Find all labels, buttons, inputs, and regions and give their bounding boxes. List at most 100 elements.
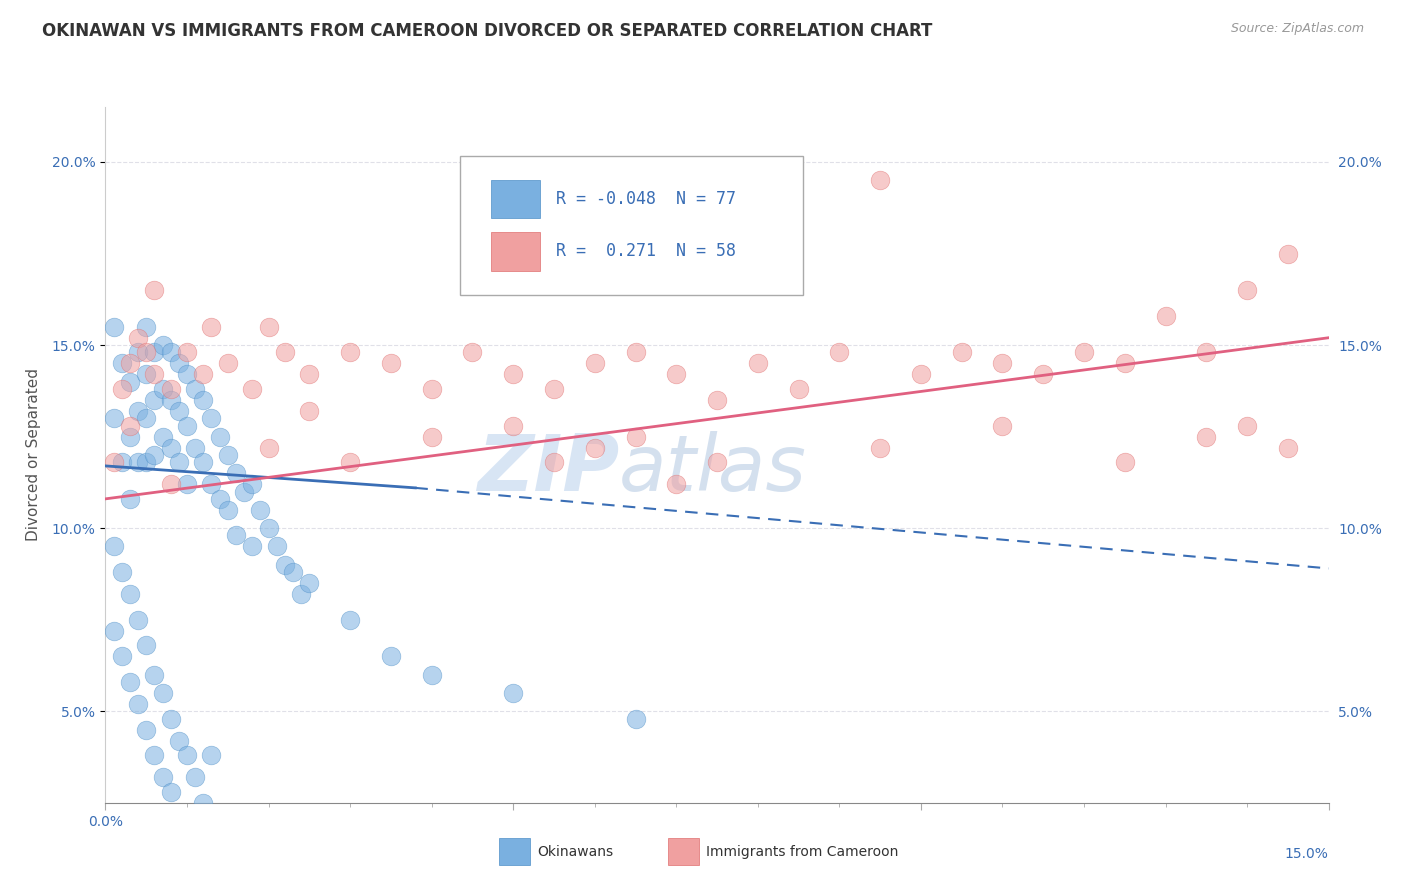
Point (111, 565, 134, 579)
Point (135, 455, 157, 469)
Point (910, 368, 932, 382)
Point (225, 467, 247, 481)
Point (502, 368, 524, 382)
Point (152, 686, 174, 700)
Point (193, 796, 215, 810)
Point (135, 368, 157, 382)
Point (127, 697, 149, 711)
Point (208, 429, 231, 443)
Point (143, 283, 166, 297)
Point (339, 613, 361, 627)
Point (143, 368, 166, 382)
Point (420, 382, 443, 396)
Point (159, 392, 181, 407)
Point (111, 356, 134, 370)
Point (200, 319, 222, 334)
Point (240, 540, 263, 554)
Point (143, 667, 166, 681)
Point (159, 785, 181, 799)
Point (127, 404, 149, 418)
Point (111, 455, 134, 469)
Point (257, 319, 280, 334)
Point (143, 392, 166, 407)
Point (167, 356, 190, 370)
Point (1154, 309, 1177, 323)
Point (159, 712, 181, 726)
Point (200, 748, 222, 763)
Point (950, 345, 973, 359)
Point (152, 770, 174, 784)
Point (127, 613, 149, 627)
Point (135, 723, 157, 737)
Point (152, 338, 174, 352)
Point (159, 477, 181, 491)
Point (103, 319, 125, 334)
Point (665, 368, 688, 382)
Point (217, 503, 239, 517)
Point (339, 345, 361, 359)
Point (208, 491, 231, 506)
Point (298, 404, 321, 418)
Point (118, 587, 141, 601)
Point (1277, 246, 1299, 260)
Point (135, 345, 157, 359)
Point (1073, 345, 1095, 359)
Point (118, 418, 141, 433)
Point (127, 455, 149, 469)
Point (184, 382, 207, 396)
Point (103, 411, 125, 425)
Point (240, 382, 263, 396)
Point (167, 404, 190, 418)
Point (1277, 441, 1299, 455)
Point (176, 345, 198, 359)
Point (420, 667, 443, 681)
Text: 15.0%: 15.0% (1285, 847, 1329, 861)
Point (217, 356, 239, 370)
Text: R = -0.048  N = 77: R = -0.048 N = 77 (555, 190, 735, 208)
Point (200, 411, 222, 425)
Text: OKINAWAN VS IMMIGRANTS FROM CAMEROON DIVORCED OR SEPARATED CORRELATION CHART: OKINAWAN VS IMMIGRANTS FROM CAMEROON DIV… (42, 22, 932, 40)
Point (624, 345, 647, 359)
Point (233, 484, 256, 499)
Point (143, 748, 166, 763)
Point (665, 477, 688, 491)
Point (1114, 455, 1136, 469)
Point (193, 368, 215, 382)
Point (290, 587, 312, 601)
Point (257, 521, 280, 535)
Point (103, 455, 125, 469)
Point (298, 368, 321, 382)
Point (991, 356, 1014, 370)
Point (135, 411, 157, 425)
Text: Okinawans: Okinawans (537, 845, 613, 859)
Point (706, 392, 728, 407)
Point (217, 448, 239, 462)
Text: ZIP: ZIP (477, 431, 619, 507)
Point (152, 429, 174, 443)
Point (118, 675, 141, 690)
Point (127, 345, 149, 359)
Point (135, 319, 157, 334)
Text: atlas: atlas (619, 431, 807, 507)
Point (828, 345, 851, 359)
Point (184, 770, 207, 784)
Point (167, 733, 190, 747)
Point (135, 638, 157, 652)
Point (193, 392, 215, 407)
Point (1236, 418, 1258, 433)
Point (583, 356, 606, 370)
Point (274, 345, 297, 359)
FancyBboxPatch shape (460, 156, 803, 295)
Point (274, 558, 297, 572)
Point (176, 368, 198, 382)
Point (257, 441, 280, 455)
Point (298, 576, 321, 591)
Text: Immigrants from Cameroon: Immigrants from Cameroon (706, 845, 898, 859)
Text: Source: ZipAtlas.com: Source: ZipAtlas.com (1230, 22, 1364, 36)
Point (281, 565, 304, 579)
Point (176, 418, 198, 433)
Point (103, 540, 125, 554)
Point (200, 477, 222, 491)
Point (380, 649, 402, 664)
Point (1032, 368, 1054, 382)
